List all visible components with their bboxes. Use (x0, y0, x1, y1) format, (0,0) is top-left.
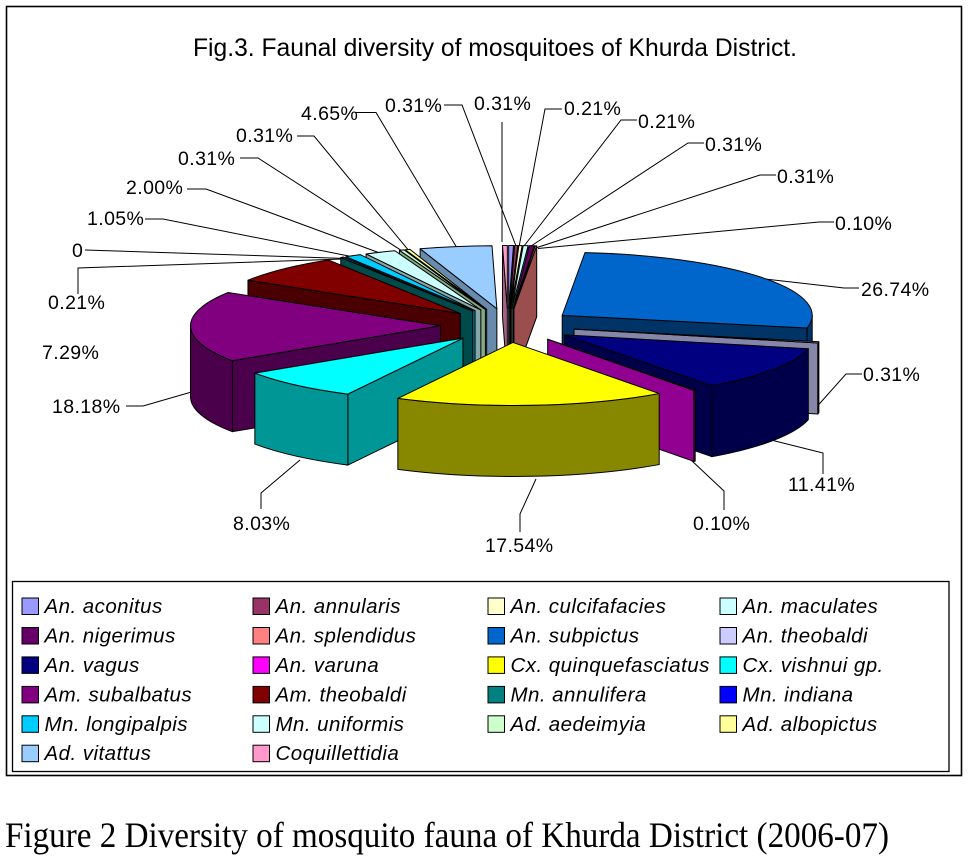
svg-text:An. vagus: An. vagus (43, 654, 140, 677)
svg-text:18.18%: 18.18% (52, 396, 121, 418)
svg-text:0.31%: 0.31% (178, 148, 235, 170)
svg-text:An. varuna: An. varuna (274, 654, 380, 677)
svg-text:1.05%: 1.05% (87, 208, 144, 230)
svg-text:An. aconitus: An. aconitus (43, 595, 163, 618)
svg-text:Am. theobaldi: Am. theobaldi (274, 683, 408, 706)
svg-text:0.21%: 0.21% (638, 111, 695, 133)
svg-text:0.21%: 0.21% (48, 292, 105, 314)
svg-text:0.21%: 0.21% (564, 98, 621, 120)
svg-text:0: 0 (72, 240, 83, 262)
svg-text:0.31%: 0.31% (777, 166, 834, 188)
svg-text:Mn. longipalpis: Mn. longipalpis (45, 713, 189, 736)
svg-text:Mn. indiana: Mn. indiana (743, 683, 854, 706)
svg-text:Cx. quinquefasciatus: Cx. quinquefasciatus (511, 654, 710, 677)
svg-text:0.31%: 0.31% (385, 95, 442, 117)
svg-text:Mn. uniformis: Mn. uniformis (276, 713, 405, 736)
svg-text:An. subpictus: An. subpictus (509, 625, 640, 648)
svg-text:7.29%: 7.29% (42, 342, 99, 364)
svg-text:Ad. albopictus: Ad. albopictus (741, 713, 878, 736)
svg-text:Coquillettidia: Coquillettidia (276, 742, 400, 765)
svg-text:Fig.3. Faunal diversity of mos: Fig.3. Faunal diversity of mosquitoes of… (193, 34, 797, 62)
svg-text:Cx. vishnui gp.: Cx. vishnui gp. (743, 654, 884, 677)
svg-text:0.31%: 0.31% (474, 93, 531, 115)
svg-text:0.10%: 0.10% (693, 513, 750, 535)
svg-text:An. maculates: An. maculates (741, 595, 879, 618)
svg-text:An. culcifafacies: An. culcifafacies (509, 595, 667, 618)
svg-text:17.54%: 17.54% (485, 535, 554, 557)
svg-text:Figure 2 Diversity of mosquito: Figure 2 Diversity of mosquito fauna of … (5, 815, 889, 855)
svg-text:11.41%: 11.41% (788, 474, 855, 496)
svg-text:2.00%: 2.00% (126, 177, 183, 199)
svg-text:0.31%: 0.31% (705, 134, 762, 156)
svg-text:Ad. aedeimyia: Ad. aedeimyia (509, 713, 647, 736)
svg-text:26.74%: 26.74% (861, 279, 930, 301)
svg-text:An. annularis: An. annularis (274, 595, 402, 618)
svg-text:8.03%: 8.03% (233, 513, 290, 535)
svg-text:An. splendidus: An. splendidus (274, 625, 417, 648)
svg-text:An. nigerimus: An. nigerimus (43, 625, 176, 648)
svg-text:Mn. annulifera: Mn. annulifera (511, 683, 647, 706)
svg-text:0.10%: 0.10% (835, 213, 892, 235)
svg-text:4.65%: 4.65% (301, 103, 358, 125)
svg-text:Ad. vitattus: Ad. vitattus (43, 742, 152, 765)
svg-text:Am. subalbatus: Am. subalbatus (43, 683, 193, 706)
svg-text:0.31%: 0.31% (236, 125, 293, 147)
svg-text:An. theobaldi: An. theobaldi (741, 625, 870, 648)
svg-text:0.31%: 0.31% (863, 364, 920, 386)
